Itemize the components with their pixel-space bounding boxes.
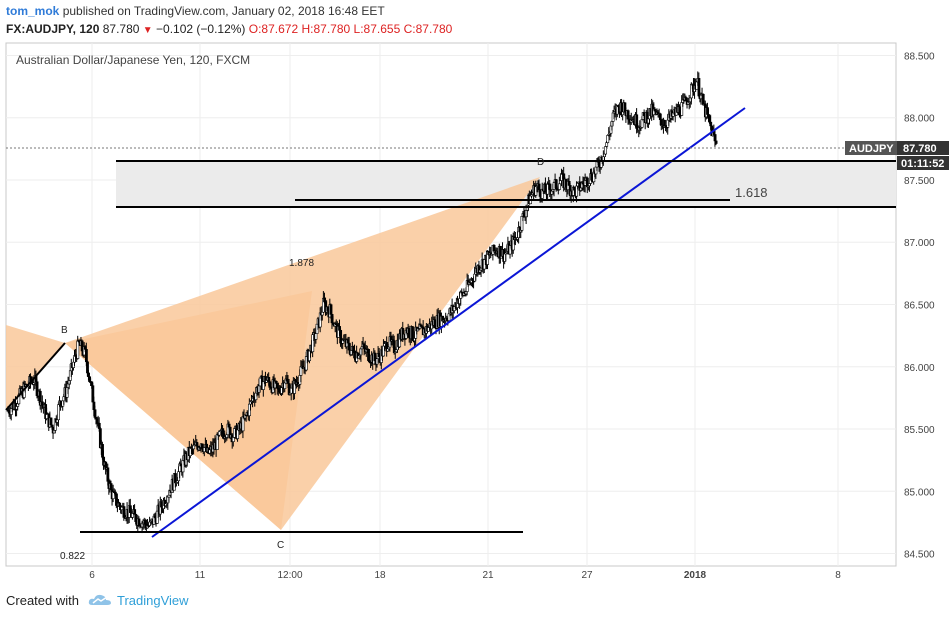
candle-body [709,121,713,127]
time-tick-label: 18 [374,570,386,581]
price-tick-label: 85.000 [904,487,935,498]
created-with-text: Created with [6,593,79,608]
point-b-label: B [61,325,68,336]
point-d-label: D [537,157,544,168]
time-tick-label: 21 [482,570,494,581]
publish-text: published on TradingView.com, January 02… [62,4,385,18]
low-value: L:87.655 [353,22,401,36]
candle-body [558,183,561,190]
price-tick-label: 87.500 [904,176,935,187]
price-tick-label: 84.500 [904,550,935,561]
symbol-tag-box [845,141,897,155]
candle-body [537,183,541,190]
candle-body [411,326,414,340]
xb-leg-line [5,342,66,411]
candle-body [658,113,662,120]
point-c-label: C [277,540,284,551]
ratio-0822-label: 0.822 [60,551,85,562]
time-tick-label: 12:00 [277,570,302,581]
price-tick-label: 88.000 [904,114,935,125]
candle-body [85,349,88,363]
ratio-1878-label: 1.878 [289,258,314,269]
candle-body [49,417,53,426]
trendline[interactable] [151,107,746,538]
footer: Created with TradingView [0,590,949,618]
price-tick-label: 87.000 [904,238,935,249]
candle-body [87,372,90,378]
high-value: H:87.780 [301,22,351,36]
change-value: −0.102 (−0.12%) [156,22,246,36]
symbol-label: FX:AUDJPY, 120 [6,22,100,36]
open-value: O:87.672 [248,22,299,36]
price-tick-label: 86.000 [904,363,935,374]
candle-body [314,333,318,340]
last-price: 87.780 [102,22,140,36]
last-price-box [897,141,949,155]
quote-line: FX:AUDJPY, 120 87.780 ▼ −0.102 (−0.12%) … [6,22,452,36]
close-value: C:87.780 [403,22,453,36]
candle-body [697,78,701,97]
down-arrow-icon: ▼ [142,25,153,36]
candles [6,71,718,534]
last-price-tag: 87.780 [903,143,937,155]
price-chart[interactable]: Australian Dollar/Japanese Yen, 120, FXC… [0,0,949,590]
time-tick-label: 8 [835,570,841,581]
time-tick-label: 11 [195,570,206,581]
candle-body [329,304,333,315]
price-tick-label: 85.500 [904,425,935,436]
pattern-bcd-triangle [65,177,540,530]
ratio-1618-label: 1.618 [735,185,768,200]
time-tick-label: 6 [89,570,95,581]
price-axis[interactable]: 88.500 88.000 87.500 87.000 86.500 86.000 85.5… [904,51,935,560]
countdown-tag: 01:11:52 [901,158,944,170]
countdown-box [897,156,949,170]
chart-title: Australian Dollar/Japanese Yen, 120, FXC… [16,53,250,67]
time-tick-label: 27 [581,570,593,581]
tradingview-link[interactable]: TradingView [117,593,189,608]
time-tick-label: 2018 [684,570,707,581]
chart-header: tom_mok published on TradingView.com, Ja… [0,0,949,42]
candle-body [714,140,718,144]
symbol-tag: AUDJPY [849,143,894,155]
author-link[interactable]: tom_mok [6,4,60,18]
time-axis[interactable]: 6 11 12:00 18 21 27 2018 8 [89,570,841,581]
candle-body [57,404,60,421]
price-tick-label: 86.500 [904,301,935,312]
price-tick-label: 88.500 [904,51,935,62]
tradingview-cloud-icon [88,594,111,605]
publish-line: tom_mok published on TradingView.com, Ja… [6,4,385,18]
